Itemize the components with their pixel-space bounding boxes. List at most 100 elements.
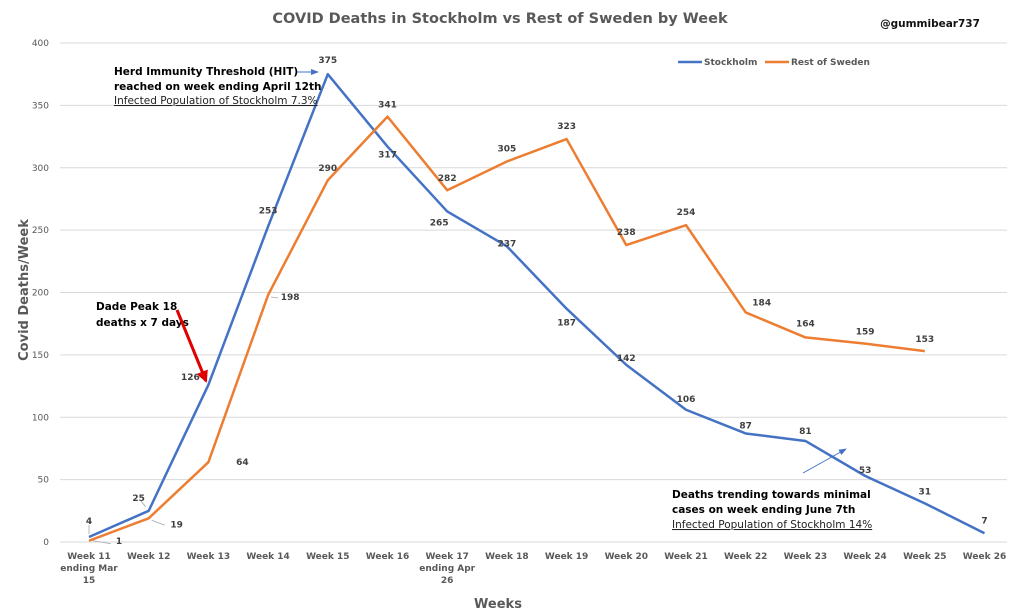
x-tick-label-line: Week 15: [306, 552, 349, 562]
data-label-stockholm: 187: [557, 319, 576, 329]
annotation-dade-arrow: [175, 309, 208, 383]
x-tick-label-line: 26: [441, 576, 454, 586]
y-tick-label: 100: [32, 413, 49, 423]
data-label-stockholm: 265: [430, 218, 449, 228]
gridlines: [60, 42, 1007, 543]
series-line-stockholm: [88, 72, 986, 539]
x-axis-title: Weeks: [474, 597, 522, 612]
annotation-dade: Dade Peak 18 deaths x 7 days: [96, 301, 208, 383]
x-tick-label: Week 15: [306, 552, 349, 562]
data-label-rest-of-sweden: 254: [677, 208, 696, 218]
annotation-hit-underlined: Infected Population of Stockholm 7.3%: [114, 95, 318, 107]
data-label-stockholm: 7: [981, 516, 987, 526]
series: [88, 72, 986, 542]
x-tick-label-line: Week 11: [67, 552, 110, 562]
x-tick-label-line: Week 19: [545, 552, 588, 562]
annotation-hit-line1: Herd Immunity Threshold (HIT): [114, 66, 298, 78]
y-tick-label: 150: [32, 351, 49, 361]
data-label-stockholm: 253: [259, 206, 278, 216]
data-label-stockholm: 375: [318, 56, 337, 66]
x-tick-label: Week 24: [843, 552, 886, 562]
x-tick-label-line: Week 24: [843, 552, 886, 562]
data-label-stockholm: 25: [132, 494, 145, 504]
annotation-trend-underlined: Infected Population of Stockholm 14%: [672, 519, 872, 531]
x-tick-label: Week 20: [605, 552, 648, 562]
data-label-rest-of-sweden: 282: [438, 174, 457, 184]
y-tick-label: 0: [43, 538, 49, 548]
annotation-trend-line1: Deaths trending towards minimal: [672, 489, 871, 501]
x-tick-label: Week 23: [784, 552, 827, 562]
data-label-rest-of-sweden: 184: [752, 298, 771, 308]
y-tick-label: 200: [32, 289, 49, 299]
data-label-rest-of-sweden: 153: [915, 335, 934, 345]
data-label-rest-of-sweden: 164: [796, 319, 815, 329]
x-tick-label-line: Week 13: [187, 552, 230, 562]
x-tick-label-line: Week 14: [246, 552, 289, 562]
y-axis-ticks: 0 50 100 150 200 250 300 350 400: [32, 39, 49, 548]
annotation-dade-line1: Dade Peak 18: [96, 301, 177, 313]
x-axis-ticks: Week 11 ending Mar 15 Week 12 Week 13 Week 14…: [60, 552, 1006, 586]
x-tick-label-line: 15: [83, 576, 96, 586]
data-label-stockholm: 142: [617, 354, 636, 364]
x-tick-label: Week 25: [903, 552, 946, 562]
x-tick-label-line: Week 23: [784, 552, 827, 562]
data-label-leader-line: [151, 519, 165, 526]
y-tick-label: 350: [32, 101, 49, 111]
x-tick-label: Week 22: [724, 552, 767, 562]
y-tick-label: 250: [32, 226, 49, 236]
x-tick-label-line: ending Mar: [60, 564, 118, 574]
y-axis-title: Covid Deaths/Week: [17, 219, 32, 361]
chart-title: COVID Deaths in Stockholm vs Rest of Swe…: [272, 11, 728, 27]
x-tick-label-line: Week 25: [903, 552, 946, 562]
y-tick-label: 300: [32, 164, 49, 174]
data-label-stockholm: 81: [799, 427, 812, 437]
data-label-rest-of-sweden: 323: [557, 122, 576, 132]
data-label-rest-of-sweden: 64: [236, 458, 249, 468]
x-tick-label-line: Week 17: [425, 552, 468, 562]
data-label-rest-of-sweden: 1: [116, 537, 122, 547]
data-label-stockholm: 31: [919, 487, 932, 497]
legend: Stockholm Rest of Sweden: [678, 58, 870, 68]
annotation-trend-line2: cases on week ending June 7th: [672, 504, 855, 516]
legend-label-rest-of-sweden: Rest of Sweden: [791, 58, 870, 68]
data-label-stockholm: 126: [181, 373, 200, 383]
x-tick-label: Week 16: [366, 552, 409, 562]
x-tick-label-line: Week 26: [963, 552, 1006, 562]
annotation-trend-arrow: [802, 448, 847, 474]
x-tick-label: Week 17 ending Apr 26: [419, 552, 475, 586]
annotation-dade-line2: deaths x 7 days: [96, 317, 189, 329]
data-label-stockholm: 237: [498, 239, 517, 249]
x-tick-label-line: ending Apr: [419, 564, 475, 574]
annotation-hit: Herd Immunity Threshold (HIT) reached on…: [114, 66, 321, 107]
data-label-rest-of-sweden: 341: [378, 101, 397, 111]
legend-label-stockholm: Stockholm: [704, 58, 757, 68]
data-label-rest-of-sweden: 238: [617, 228, 636, 238]
data-label-rest-of-sweden: 198: [281, 293, 300, 303]
x-tick-label: Week 11 ending Mar 15: [60, 552, 118, 586]
y-tick-label: 400: [32, 39, 49, 49]
data-label-rest-of-sweden: 305: [498, 145, 517, 155]
data-label-stockholm: 53: [859, 466, 872, 476]
data-label-leader-line: [92, 540, 112, 545]
data-label-rest-of-sweden: 159: [856, 328, 875, 338]
x-tick-label-line: Week 20: [605, 552, 648, 562]
x-tick-label-line: Week 22: [724, 552, 767, 562]
y-tick-label: 50: [38, 476, 50, 486]
x-tick-label: Week 26: [963, 552, 1006, 562]
data-label-leader-line: [271, 296, 279, 299]
data-label-stockholm: 317: [378, 151, 397, 161]
x-tick-label-line: Week 21: [664, 552, 707, 562]
x-tick-label: Week 12: [127, 552, 170, 562]
x-tick-label-line: Week 18: [485, 552, 528, 562]
x-tick-label: Week 18: [485, 552, 528, 562]
data-labels: 4251262533753172652371871421068781533171…: [86, 56, 988, 547]
x-tick-label: Week 13: [187, 552, 230, 562]
annotation-hit-line2: reached on week ending April 12th: [114, 81, 321, 93]
data-label-rest-of-sweden: 290: [318, 164, 337, 174]
data-label-stockholm: 106: [677, 395, 696, 405]
data-label-stockholm: 4: [86, 517, 92, 527]
x-tick-label-line: Week 16: [366, 552, 409, 562]
x-tick-label: Week 19: [545, 552, 588, 562]
watermark-handle: @gummibear737: [880, 18, 980, 30]
x-tick-label: Week 14: [246, 552, 289, 562]
